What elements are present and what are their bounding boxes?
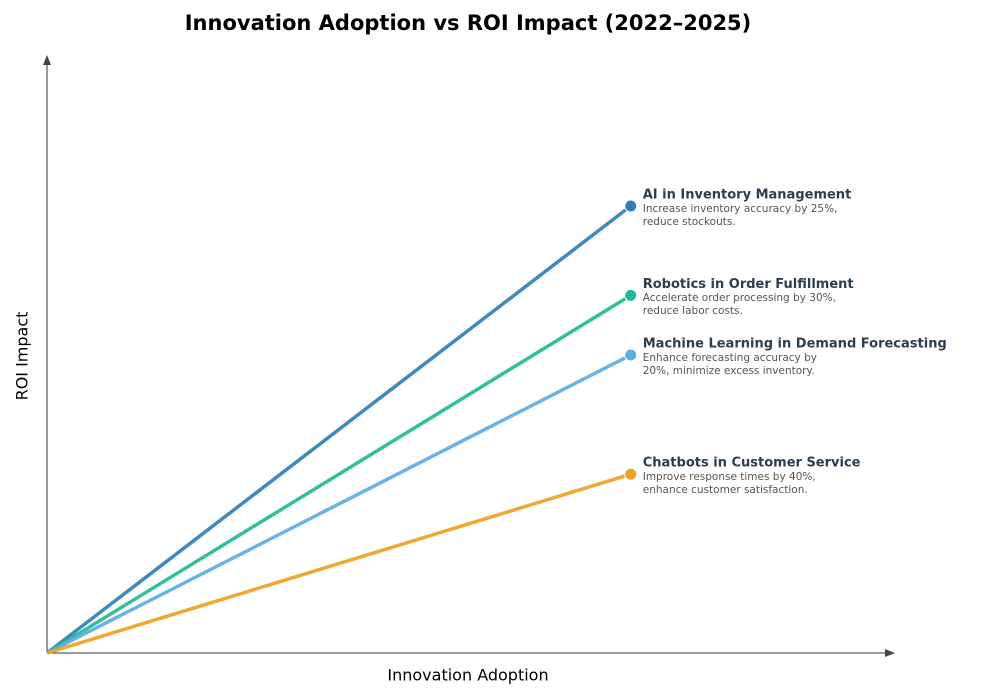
series-description: Accelerate order processing by 30%, redu… bbox=[642, 292, 836, 317]
y-axis-label: ROI Impact bbox=[13, 312, 32, 401]
series-name: Machine Learning in Demand Forecasting bbox=[643, 337, 947, 352]
series-name: Chatbots in Customer Service bbox=[643, 456, 861, 471]
chart-title: Innovation Adoption vs ROI Impact (2022–… bbox=[185, 11, 752, 35]
series-line bbox=[46, 353, 632, 655]
series-description-box: Improve response times by 40%, enhance c… bbox=[642, 471, 816, 496]
series-name: AI in Inventory Management bbox=[643, 188, 852, 203]
series-line bbox=[45, 204, 632, 655]
end-marker bbox=[624, 199, 638, 213]
series-line bbox=[46, 472, 632, 655]
series-description-box: Increase inventory accuracy by 25%, redu… bbox=[642, 203, 838, 228]
series-description-box: Enhance forecasting accuracy by 20%, min… bbox=[642, 352, 817, 377]
x-axis-arrow bbox=[885, 649, 895, 657]
x-axis-label: Innovation Adoption bbox=[387, 666, 548, 685]
series-name: Robotics in Order Fulfillment bbox=[643, 277, 854, 292]
series-description: Improve response times by 40%, enhance c… bbox=[642, 471, 816, 496]
end-marker bbox=[624, 467, 638, 481]
series-line bbox=[46, 293, 632, 655]
series-description: Enhance forecasting accuracy by 20%, min… bbox=[642, 352, 817, 377]
end-marker bbox=[624, 348, 638, 362]
series-description-box: Accelerate order processing by 30%, redu… bbox=[642, 292, 836, 317]
y-axis-arrow bbox=[43, 55, 51, 65]
end-marker bbox=[624, 288, 638, 302]
series-description: Increase inventory accuracy by 25%, redu… bbox=[642, 203, 838, 228]
